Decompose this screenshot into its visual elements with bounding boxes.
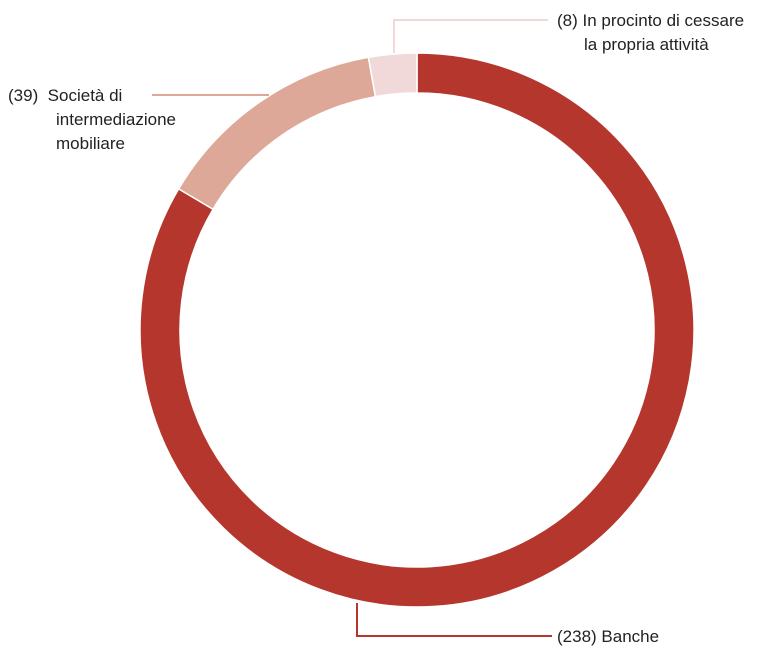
donut-slice-0: [139, 52, 695, 608]
slice-label-1-line-0: (39) Società di: [8, 86, 122, 105]
leader-line-0: [356, 603, 552, 637]
leader-lines: [152, 19, 552, 637]
slice-label-2-line-0: (8) In procinto di cessare: [557, 11, 744, 30]
donut-slices: [139, 52, 695, 608]
slice-label-1-line-1: intermediazione: [56, 110, 176, 129]
slice-label-2-line-1: la propria attività: [584, 35, 709, 54]
leader-line-2: [393, 19, 548, 53]
slice-label-1-line-2: mobiliare: [56, 134, 125, 153]
slice-labels: (238) Banche (39) Società di intermediazio…: [8, 11, 744, 646]
donut-slice-2: [367, 52, 418, 98]
slice-label-0-line-0: (238) Banche: [557, 627, 659, 646]
donut-slice-1: [177, 56, 377, 211]
